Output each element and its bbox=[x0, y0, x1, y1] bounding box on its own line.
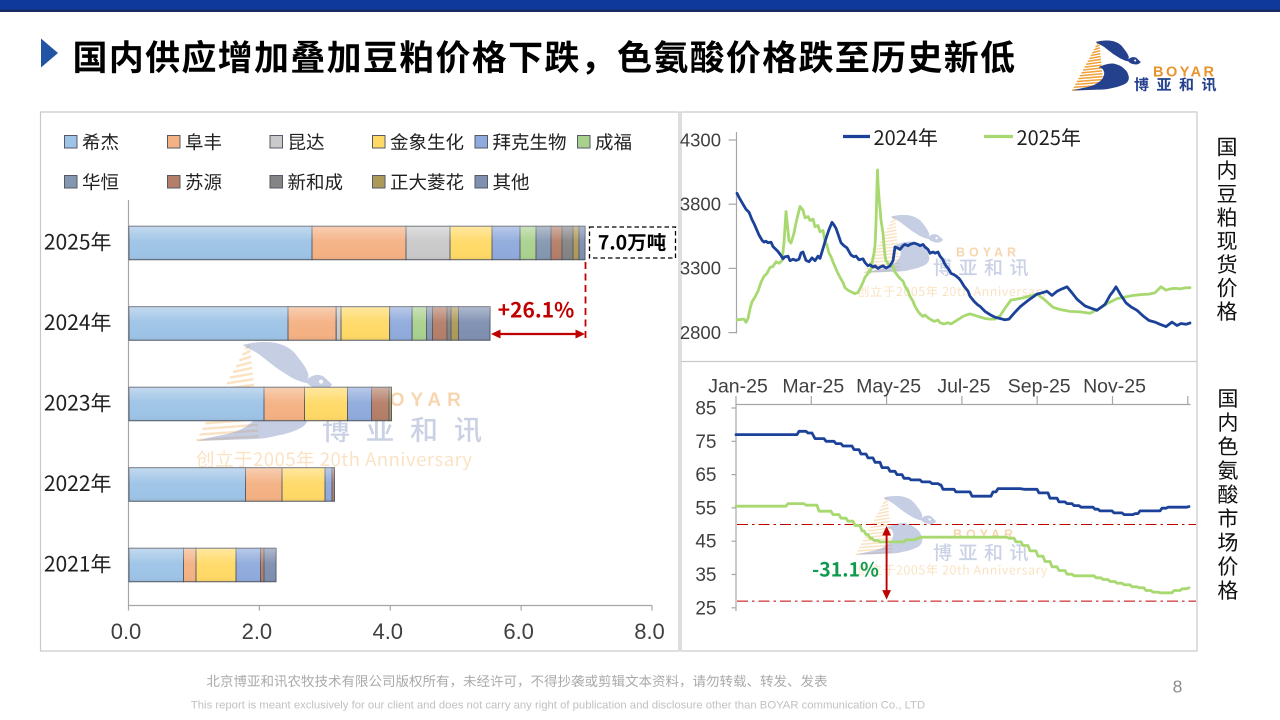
svg-text:8: 8 bbox=[1173, 677, 1183, 697]
svg-text:Sep-25: Sep-25 bbox=[1008, 376, 1071, 398]
svg-text:6.0: 6.0 bbox=[503, 619, 534, 644]
svg-text:3300: 3300 bbox=[680, 258, 721, 279]
svg-text:35: 35 bbox=[695, 565, 716, 586]
svg-text:BOYAR: BOYAR bbox=[953, 528, 1017, 542]
svg-text:4300: 4300 bbox=[680, 129, 721, 150]
svg-text:75: 75 bbox=[695, 432, 716, 453]
svg-text:BOYAR: BOYAR bbox=[370, 390, 467, 411]
svg-text:Jul-25: Jul-25 bbox=[937, 376, 990, 398]
svg-text:2800: 2800 bbox=[680, 322, 721, 343]
svg-text:2.0: 2.0 bbox=[242, 619, 273, 644]
svg-text:65: 65 bbox=[695, 465, 716, 486]
svg-text:3800: 3800 bbox=[680, 194, 721, 215]
svg-text:45: 45 bbox=[695, 532, 716, 553]
svg-text:BOYAR: BOYAR bbox=[1153, 65, 1217, 81]
svg-text:55: 55 bbox=[695, 498, 716, 519]
svg-text:0.0: 0.0 bbox=[111, 619, 142, 644]
svg-text:8.0: 8.0 bbox=[634, 619, 665, 644]
svg-text:85: 85 bbox=[695, 399, 716, 420]
svg-text:BOYAR: BOYAR bbox=[956, 246, 1020, 260]
svg-text:Jan-25: Jan-25 bbox=[708, 376, 768, 398]
svg-text:This report is meant exclusive: This report is meant exclusively for our… bbox=[191, 700, 925, 712]
svg-text:Mar-25: Mar-25 bbox=[782, 376, 844, 398]
svg-text:25: 25 bbox=[695, 598, 716, 619]
svg-text:4.0: 4.0 bbox=[372, 619, 403, 644]
svg-text:May-25: May-25 bbox=[856, 376, 921, 398]
svg-text:Nov-25: Nov-25 bbox=[1083, 376, 1146, 398]
